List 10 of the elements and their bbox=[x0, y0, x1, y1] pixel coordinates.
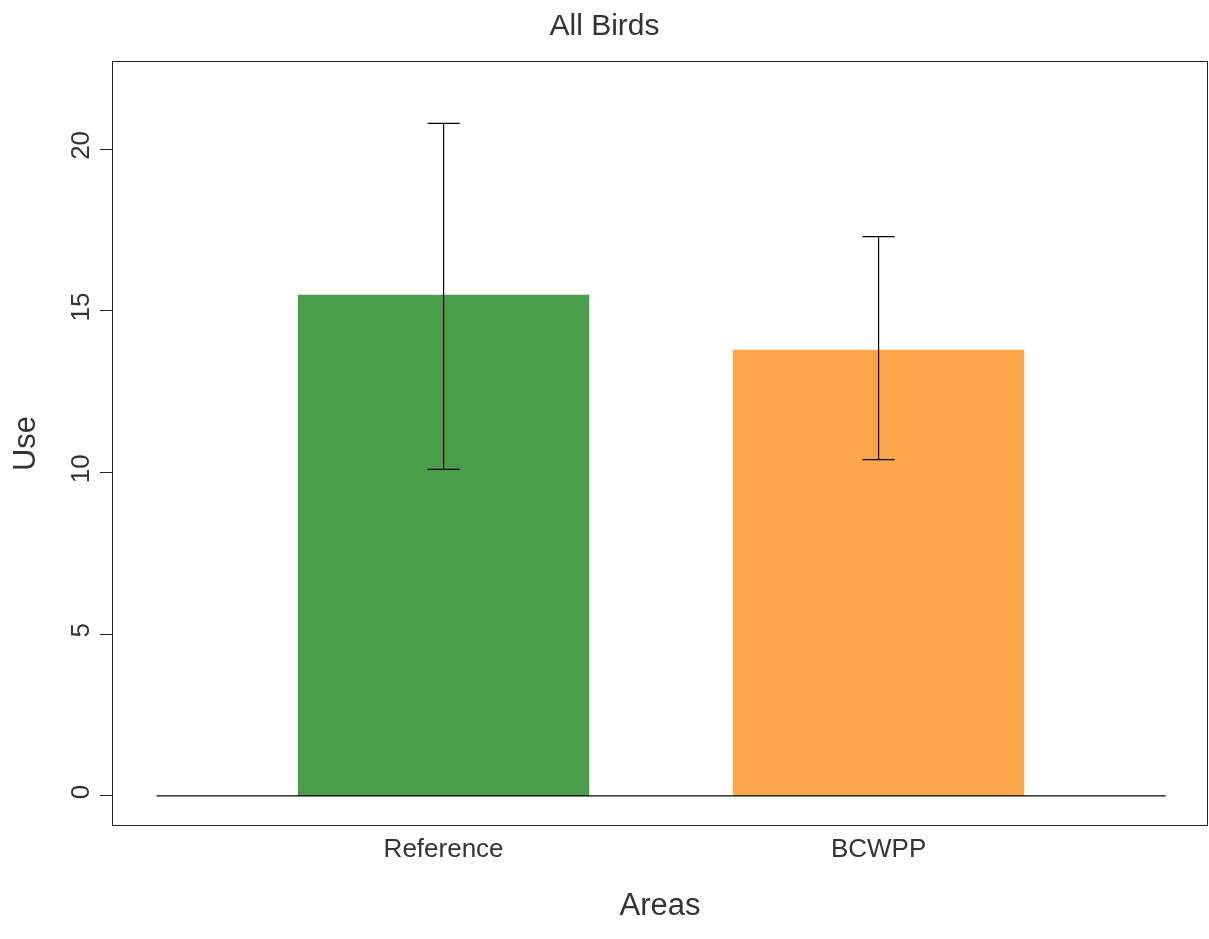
x-tick-label: BCWPP bbox=[830, 833, 927, 864]
x-axis-title: Areas bbox=[619, 886, 701, 922]
y-tick-label: 5 bbox=[65, 623, 96, 638]
y-tick-label: 15 bbox=[65, 292, 96, 322]
chart-title: All Birds bbox=[549, 8, 660, 42]
x-tick-label: Reference bbox=[383, 833, 504, 864]
y-tick-label: 10 bbox=[65, 454, 96, 484]
y-tick-label: 0 bbox=[65, 784, 96, 800]
y-tick-label: 20 bbox=[65, 130, 96, 160]
y-axis-title: Use bbox=[7, 415, 43, 472]
